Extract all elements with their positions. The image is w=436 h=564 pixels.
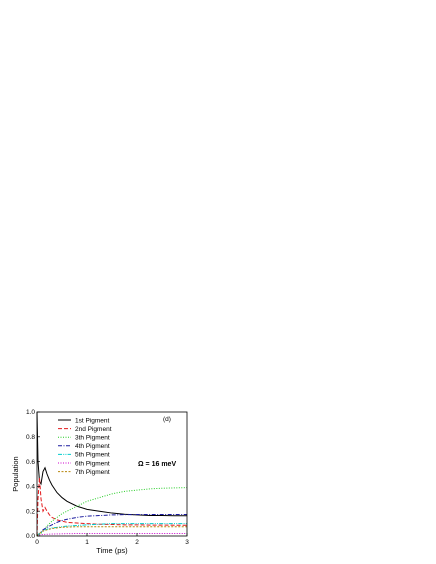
panel-label: (d) (163, 416, 171, 423)
x-tick-label: 0 (35, 539, 39, 546)
omega-annotation: Ω = 16 meV (138, 461, 176, 468)
y-axis-title: Population (11, 456, 20, 491)
plot-frame (36, 411, 188, 537)
legend-label-6: 6th Pigment (75, 460, 110, 467)
y-tick-label: 0.6 (26, 459, 35, 466)
x-tick-label: 3 (185, 539, 189, 546)
series-lines (36, 411, 188, 537)
series-line-1 (36, 411, 187, 517)
series-line-2 (36, 477, 187, 537)
series-line-5 (36, 523, 187, 537)
x-axis-title: Time (ps) (96, 546, 128, 555)
legend-label-5: 5th Pigment (75, 452, 110, 459)
legend-label-1: 1st Pigment (75, 417, 110, 424)
series-line-6 (36, 533, 187, 537)
y-tick-label: 0.0 (26, 533, 35, 540)
x-tick-label: 1 (85, 539, 89, 546)
series-line-4 (36, 514, 187, 537)
axis-ticks: 0 1 2 3 0.0 0.2 0.4 0.6 0.8 1.0 (26, 409, 189, 546)
legend-label-7: 7th Pigment (75, 469, 110, 476)
y-tick-label: 0.4 (26, 484, 35, 491)
legend-label-3: 3th Pigment (75, 435, 110, 442)
y-tick-label: 1.0 (26, 409, 35, 416)
legend-label-4: 4th Pigment (75, 443, 110, 450)
legend-label-2: 2nd Pigment (75, 426, 112, 433)
series-line-7 (36, 526, 187, 537)
x-tick-label: 2 (135, 539, 139, 546)
y-tick-label: 0.8 (26, 434, 35, 441)
y-tick-label: 0.2 (26, 508, 35, 515)
